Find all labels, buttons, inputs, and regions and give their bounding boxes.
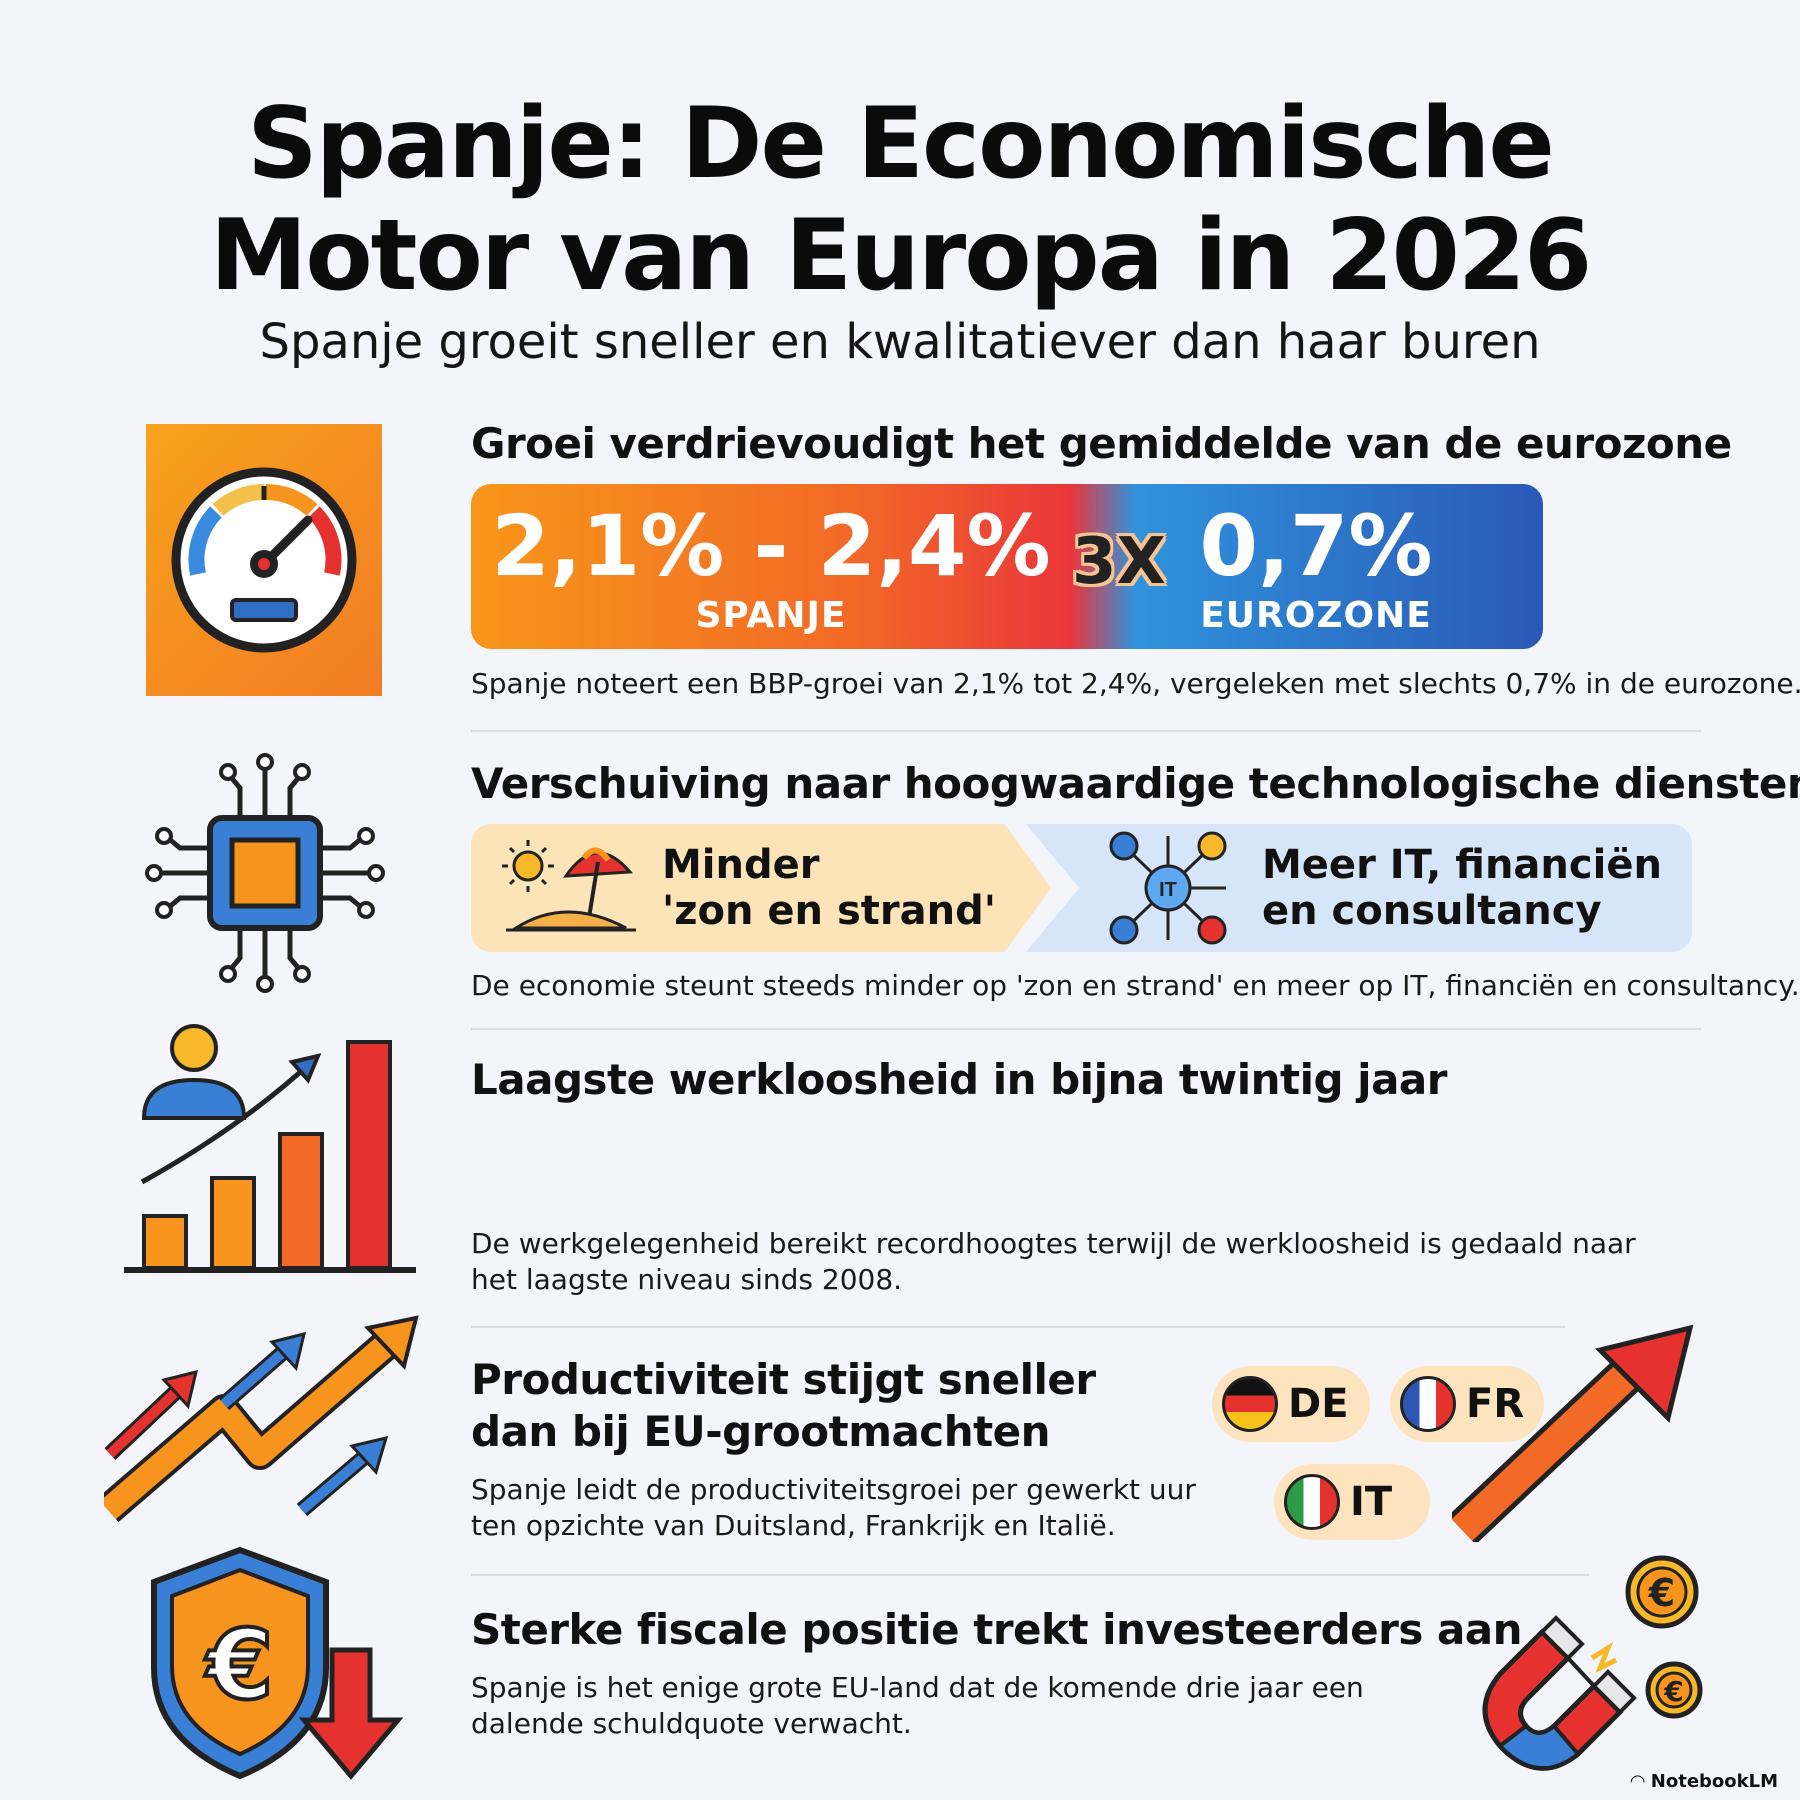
divider xyxy=(471,730,1701,732)
big-rising-arrow-icon xyxy=(1448,1322,1702,1545)
productivity-title-line-1: Productiviteit stijgt sneller xyxy=(471,1355,1096,1404)
coin-euro-symbol-large: € xyxy=(1648,1571,1675,1615)
unemployment-desc-line-1: De werkgelegenheid bereikt recordhoogtes… xyxy=(471,1227,1636,1260)
fiscal-desc-line-1: Spanje is het enige grote EU-land dat de… xyxy=(471,1671,1364,1704)
italy-flag-icon xyxy=(1284,1474,1340,1530)
section-unemployment-title: Laagste werkloosheid in bijna twintig ja… xyxy=(471,1055,1447,1104)
it-hub-label: IT xyxy=(1159,879,1177,901)
germany-flag-icon xyxy=(1222,1376,1278,1432)
spain-label: SPANJE xyxy=(695,595,847,636)
productivity-desc-line-1: Spanje leidt de productiviteitsgroei per… xyxy=(471,1473,1196,1506)
more-it-finance-text: Meer IT, financiën en consultancy xyxy=(1262,842,1662,934)
more-it-finance-line-2: en consultancy xyxy=(1262,888,1602,934)
rising-arrows-icon xyxy=(97,1314,424,1524)
sun-and-beach-label: 'zon en strand' xyxy=(662,888,996,934)
country-label-de: DE xyxy=(1288,1381,1349,1427)
section-growth-title: Groei verdrievoudigt het gemiddelde van … xyxy=(471,419,1732,468)
beach-umbrella-icon xyxy=(496,836,646,940)
france-flag-icon xyxy=(1400,1376,1456,1432)
productivity-title-line-2: dan bij EU-grootmachten xyxy=(471,1407,1051,1456)
less-label: Minder xyxy=(662,842,820,888)
shield-euro-symbol: € xyxy=(205,1609,274,1721)
multiplier-badge: 3X xyxy=(1072,525,1166,599)
footer-brand-label: NotebookLM xyxy=(1650,1771,1778,1792)
speedometer-icon xyxy=(146,424,382,696)
country-label-it: IT xyxy=(1350,1479,1393,1525)
more-it-finance-line-1: Meer IT, financiën xyxy=(1262,842,1662,888)
section-tech-title: Verschuiving naar hoogwaardige technolog… xyxy=(471,759,1800,808)
section-fiscal-title: Sterke fiscale positie trekt investeerde… xyxy=(471,1605,1523,1654)
it-network-icon: IT xyxy=(1106,830,1230,946)
eurozone-growth-value: 0,7% xyxy=(1199,497,1433,595)
coin-euro-symbol-small: € xyxy=(1663,1675,1683,1708)
country-pill-it: IT xyxy=(1274,1464,1430,1540)
circuit-chip-icon xyxy=(140,748,390,998)
notebooklm-logo-icon: ◠ xyxy=(1630,1771,1651,1792)
section-fiscal-description: Spanje is het enige grote EU-land dat de… xyxy=(471,1670,1364,1742)
less-sun-and-beach-text: Minder 'zon en strand' xyxy=(662,842,996,934)
page-subtitle: Spanje groeit sneller en kwalitatiever d… xyxy=(259,314,1541,370)
country-label-fr: FR xyxy=(1466,1381,1525,1427)
spain-growth-value: 2,1% - 2,4% xyxy=(491,497,1051,595)
section-productivity-description: Spanje leidt de productiviteitsgroei per… xyxy=(471,1472,1196,1544)
section-unemployment-description: De werkgelegenheid bereikt recordhoogtes… xyxy=(471,1226,1636,1298)
divider xyxy=(471,1028,1701,1030)
country-pill-de: DE xyxy=(1212,1366,1370,1442)
footer-brand: ◠ NotebookLM xyxy=(1631,1771,1778,1792)
unemployment-desc-line-2: het laagste niveau sinds 2008. xyxy=(471,1263,903,1296)
divider xyxy=(471,1326,1565,1328)
productivity-desc-line-2: ten opzichte van Duitsland, Frankrijk en… xyxy=(471,1509,1116,1542)
divider xyxy=(471,1574,1589,1576)
section-growth-description: Spanje noteert een BBP-groei van 2,1% to… xyxy=(471,667,1800,700)
page-title-line-2: Motor van Europa in 2026 xyxy=(209,199,1592,313)
euro-shield-icon: € xyxy=(146,1544,410,1784)
page-title-line-1: Spanje: De Economische xyxy=(247,87,1555,201)
section-productivity-title: Productiviteit stijgt sneller dan bij EU… xyxy=(471,1354,1096,1458)
page-title: Spanje: De Economische Motor van Europa … xyxy=(0,88,1800,312)
employment-growth-chart-icon xyxy=(120,1018,420,1274)
section-tech-description: De economie steunt steeds minder op 'zon… xyxy=(471,969,1800,1002)
magnet-coins-icon: € € xyxy=(1470,1550,1710,1780)
fiscal-desc-line-2: dalende schuldquote verwacht. xyxy=(471,1707,912,1740)
growth-comparison-banner: 2,1% - 2,4% SPANJE 0,7% EUROZONE xyxy=(471,484,1543,649)
eurozone-label: EUROZONE xyxy=(1200,595,1432,636)
country-pill-fr: FR xyxy=(1390,1366,1544,1442)
